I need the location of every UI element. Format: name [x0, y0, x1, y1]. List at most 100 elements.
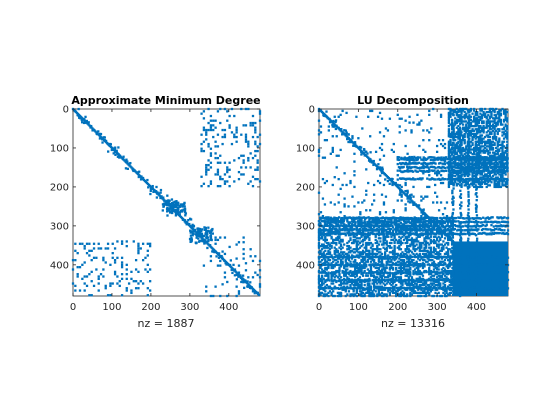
- nonzero-entry: [482, 129, 485, 132]
- nonzero-entry: [435, 266, 439, 270]
- nonzero-entry: [450, 173, 454, 176]
- nonzero-entry: [440, 243, 443, 246]
- nonzero-entry: [406, 294, 409, 298]
- nonzero-entry: [417, 269, 420, 273]
- nonzero-entry: [476, 162, 480, 165]
- nonzero-entry: [358, 262, 362, 265]
- nonzero-entry: [371, 248, 374, 251]
- nonzero-entry: [402, 218, 406, 221]
- nonzero-entry: [251, 290, 255, 293]
- nonzero-entry: [479, 140, 482, 143]
- nonzero-entry: [327, 257, 330, 260]
- nonzero-entry: [473, 166, 476, 169]
- nonzero-entry: [439, 274, 442, 277]
- nonzero-entry: [223, 180, 227, 183]
- nonzero-entry: [440, 156, 443, 159]
- nonzero-entry: [387, 290, 390, 293]
- nonzero-entry: [226, 294, 229, 298]
- nonzero-entry: [490, 171, 493, 175]
- nonzero-entry: [363, 293, 366, 296]
- nonzero-entry: [437, 156, 441, 159]
- nonzero-entry: [355, 249, 358, 252]
- nonzero-entry: [465, 148, 468, 151]
- nonzero-entry: [504, 112, 507, 115]
- nonzero-entry: [429, 235, 432, 238]
- nonzero-entry: [455, 158, 458, 161]
- nonzero-entry: [327, 252, 330, 256]
- nonzero-entry: [501, 143, 504, 146]
- nonzero-entry: [449, 142, 452, 145]
- nonzero-entry: [242, 257, 245, 260]
- nonzero-entry: [450, 276, 453, 279]
- nonzero-entry: [399, 280, 403, 284]
- nonzero-entry: [90, 294, 93, 297]
- nonzero-entry: [346, 276, 349, 279]
- nonzero-entry: [379, 285, 382, 288]
- nonzero-entry: [407, 277, 410, 281]
- nonzero-entry: [101, 141, 104, 144]
- nonzero-entry: [420, 280, 423, 284]
- nonzero-entry: [155, 185, 158, 189]
- nonzero-entry: [432, 169, 435, 173]
- nonzero-entry: [377, 277, 380, 281]
- nonzero-entry: [449, 149, 452, 153]
- nonzero-entry: [355, 240, 358, 243]
- nonzero-entry: [396, 254, 399, 257]
- nonzero-entry: [104, 261, 107, 264]
- nonzero-entry: [87, 121, 90, 124]
- nonzero-entry: [335, 238, 338, 242]
- nonzero-entry: [398, 226, 401, 229]
- nonzero-entry: [393, 244, 396, 248]
- nonzero-entry: [418, 294, 421, 298]
- nonzero-entry: [343, 226, 346, 229]
- nonzero-entry: [474, 124, 477, 128]
- nonzero-entry: [399, 291, 403, 295]
- nonzero-entry: [327, 232, 330, 235]
- nonzero-entry: [349, 280, 352, 284]
- nonzero-entry: [384, 268, 387, 271]
- nonzero-entry: [454, 117, 457, 120]
- nonzero-entry: [479, 145, 482, 148]
- nonzero-entry: [354, 266, 357, 270]
- nonzero-entry: [84, 115, 87, 119]
- nonzero-entry: [455, 121, 458, 125]
- nonzero-entry: [402, 223, 406, 226]
- nonzero-entry: [74, 242, 77, 245]
- nonzero-entry: [343, 274, 346, 277]
- nonzero-entry: [366, 254, 369, 257]
- nonzero-entry: [347, 140, 350, 144]
- nonzero-entry: [493, 161, 496, 165]
- nonzero-entry: [380, 269, 384, 273]
- nonzero-entry: [358, 265, 362, 268]
- nonzero-entry: [322, 246, 325, 249]
- nonzero-entry: [484, 174, 487, 178]
- nonzero-entry: [355, 216, 358, 219]
- nonzero-entry: [504, 181, 507, 184]
- nonzero-entry: [402, 252, 406, 256]
- nonzero-entry: [74, 289, 77, 292]
- nonzero-entry: [429, 276, 432, 279]
- nonzero-entry: [200, 149, 203, 153]
- nonzero-entry: [437, 226, 440, 229]
- nonzero-entry: [474, 132, 477, 136]
- nonzero-entry: [498, 149, 501, 153]
- nonzero-entry: [477, 142, 481, 145]
- nonzero-entry: [327, 246, 330, 249]
- nonzero-entry: [415, 240, 418, 243]
- nonzero-entry: [418, 244, 421, 248]
- nonzero-entry: [187, 218, 190, 222]
- nonzero-entry: [442, 282, 445, 285]
- nonzero-entry: [472, 120, 476, 123]
- nonzero-entry: [393, 252, 396, 256]
- nonzero-entry: [134, 287, 138, 290]
- nonzero-entry: [327, 218, 330, 221]
- nonzero-entry: [338, 240, 341, 243]
- nonzero-entry: [390, 241, 393, 245]
- nonzero-entry: [352, 273, 355, 276]
- nonzero-entry: [400, 166, 403, 169]
- nonzero-entry: [90, 280, 93, 283]
- nonzero-entry: [437, 240, 440, 243]
- nonzero-entry: [439, 282, 442, 285]
- nonzero-entry: [219, 154, 222, 157]
- nonzero-entry: [487, 140, 490, 143]
